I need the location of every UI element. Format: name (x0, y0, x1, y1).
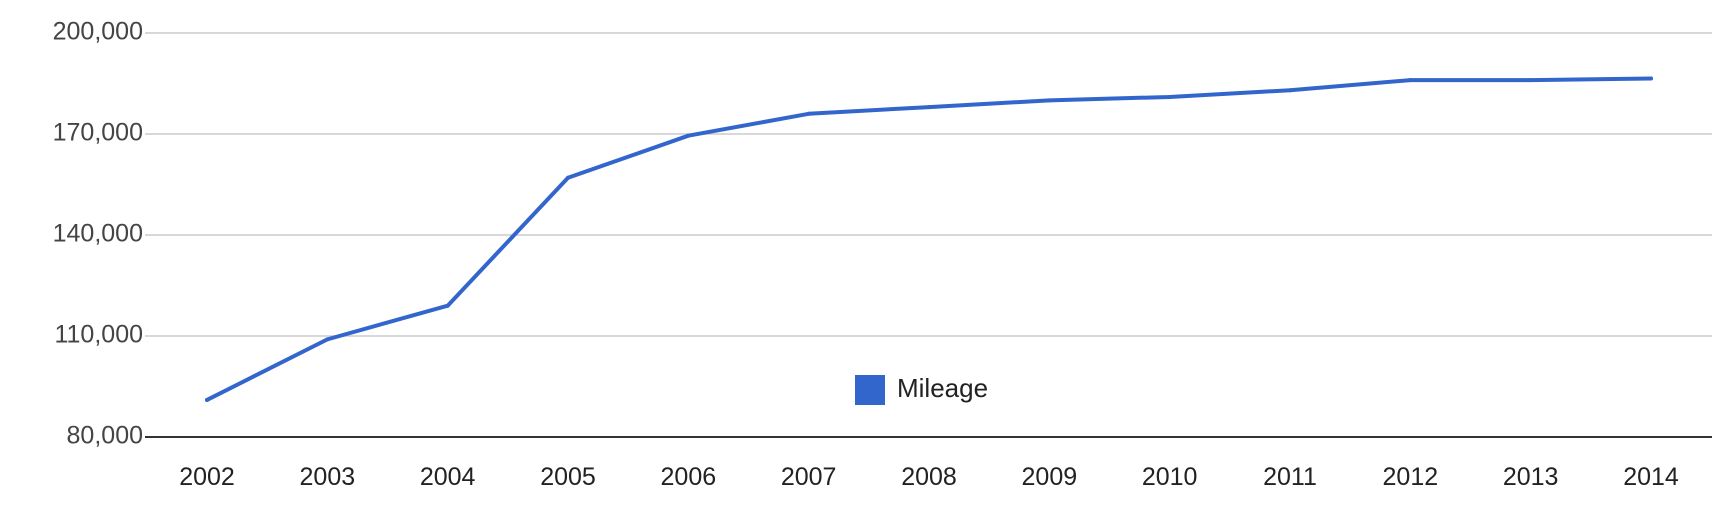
data-point[interactable] (1649, 76, 1653, 81)
data-point[interactable] (1528, 78, 1533, 83)
x-tick-label: 2006 (661, 463, 717, 491)
x-tick-label: 2010 (1142, 463, 1198, 491)
x-tick-label: 2005 (540, 463, 596, 491)
x-tick-label: 2014 (1623, 463, 1679, 491)
data-point[interactable] (566, 175, 570, 180)
series-layer (205, 76, 1653, 402)
legend-label-mileage: Mileage (897, 373, 988, 403)
x-tick-label: 2012 (1383, 463, 1439, 491)
y-tick-label: 200,000 (53, 18, 143, 46)
x-tick-label: 2013 (1503, 463, 1559, 491)
series-line-mileage[interactable] (205, 76, 1653, 402)
data-point[interactable] (806, 111, 811, 116)
data-point[interactable] (445, 303, 450, 308)
x-tick-label: 2008 (901, 463, 957, 491)
data-point[interactable] (1047, 98, 1052, 103)
x-axis-tick-labels: 2002 2003 2004 2005 2006 2007 2008 2009 2010 2011… (179, 463, 1679, 491)
y-tick-label: 80,000 (67, 422, 143, 450)
x-tick-label: 2007 (781, 463, 837, 491)
legend-swatch-mileage (855, 375, 885, 405)
data-point[interactable] (205, 397, 209, 402)
x-tick-label: 2009 (1022, 463, 1078, 491)
y-tick-label: 170,000 (53, 119, 143, 147)
gridlines (145, 32, 1712, 438)
y-tick-label: 110,000 (54, 321, 143, 349)
data-point[interactable] (1167, 94, 1172, 99)
x-tick-label: 2002 (179, 463, 235, 491)
legend[interactable]: Mileage (855, 373, 988, 405)
x-tick-label: 2011 (1263, 463, 1317, 491)
y-axis-tick-labels: 80,000 110,000 140,000 170,000 200,000 (53, 18, 143, 450)
x-tick-label: 2003 (300, 463, 356, 491)
data-point[interactable] (325, 337, 330, 342)
data-point[interactable] (1288, 88, 1292, 93)
x-tick-label: 2004 (420, 463, 476, 491)
data-point[interactable] (927, 105, 931, 110)
data-point[interactable] (686, 133, 691, 138)
data-point[interactable] (1408, 78, 1413, 83)
y-tick-label: 140,000 (53, 220, 143, 248)
